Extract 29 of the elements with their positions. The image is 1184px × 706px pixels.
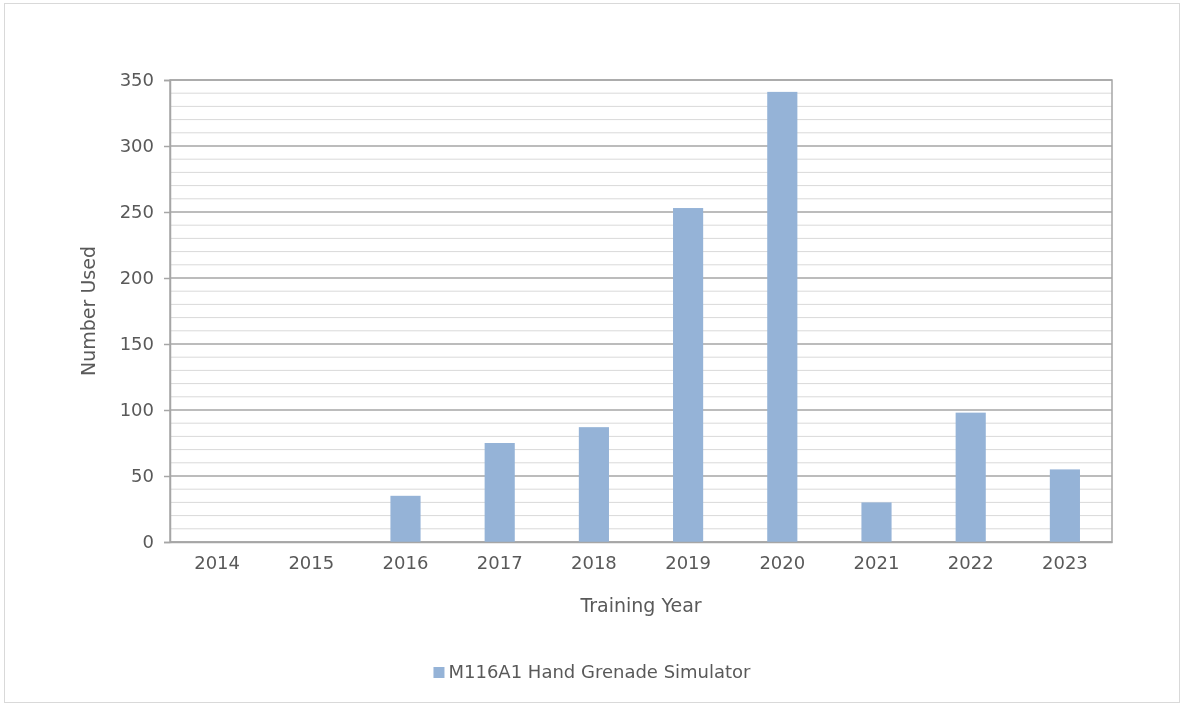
x-tick-label: 2016	[382, 551, 429, 573]
legend-label: M116A1 Hand Grenade Simulator	[448, 661, 752, 682]
x-tick-label: 2019	[665, 551, 712, 573]
y-tick-label: 150	[119, 333, 154, 355]
bar	[390, 495, 421, 542]
bar	[673, 208, 704, 542]
y-tick-label: 350	[119, 69, 154, 91]
y-tick-label: 100	[119, 399, 154, 421]
y-tick-label: 0	[142, 531, 154, 553]
x-tick-label: 2021	[853, 551, 900, 573]
y-tick-label: 300	[119, 135, 154, 157]
y-tick-label: 50	[131, 465, 154, 487]
bar	[861, 502, 892, 542]
x-tick-label: 2014	[194, 551, 241, 573]
x-tick-label: 2020	[759, 551, 806, 573]
bar	[484, 443, 515, 542]
bar	[955, 412, 986, 542]
bar	[767, 91, 798, 542]
x-tick-label: 2015	[288, 551, 335, 573]
y-tick-label: 250	[119, 201, 154, 223]
x-tick-label: 2022	[947, 551, 994, 573]
y-axis-title: Number Used	[77, 246, 99, 376]
y-tick-label: 200	[119, 267, 154, 289]
x-tick-label: 2023	[1041, 551, 1088, 573]
x-axis-title: Training Year	[579, 594, 702, 616]
x-tick-label: 2017	[476, 551, 523, 573]
bar	[1049, 469, 1080, 542]
bar	[578, 427, 609, 542]
x-tick-label: 2018	[570, 551, 617, 573]
